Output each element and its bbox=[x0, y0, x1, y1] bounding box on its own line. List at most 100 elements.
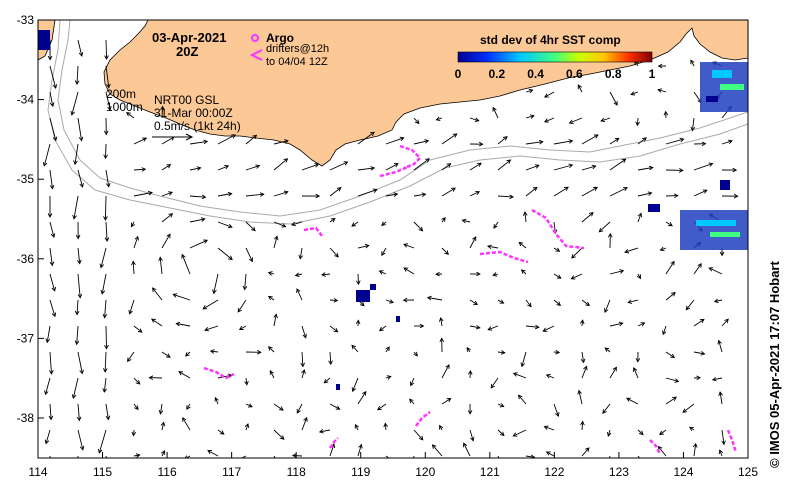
current-arrow bbox=[409, 398, 415, 405]
current-arrow bbox=[571, 273, 583, 280]
current-arrowhead bbox=[47, 55, 53, 61]
current-arrow bbox=[410, 377, 415, 386]
current-arrowhead bbox=[659, 246, 665, 252]
current-arrow bbox=[329, 218, 336, 223]
current-arrowhead bbox=[74, 340, 80, 346]
colorbar bbox=[457, 51, 653, 63]
current-arrowhead bbox=[45, 338, 51, 344]
current-arrowhead bbox=[267, 295, 273, 301]
current-arrow bbox=[72, 377, 79, 399]
current-arrow bbox=[352, 377, 359, 392]
current-arrowhead bbox=[446, 398, 452, 403]
current-arrowhead bbox=[435, 271, 440, 277]
current-arrowhead bbox=[323, 378, 329, 384]
current-arrowhead bbox=[74, 310, 80, 316]
current-arrow bbox=[693, 351, 705, 355]
current-arrowhead bbox=[593, 186, 599, 192]
current-arrowhead bbox=[333, 327, 339, 333]
current-arrow bbox=[104, 351, 107, 372]
current-arrow bbox=[273, 158, 288, 171]
current-arrow bbox=[189, 140, 208, 145]
colorbar-tick-label: 0 bbox=[455, 67, 462, 81]
current-arrowhead bbox=[538, 139, 544, 145]
current-arrowhead bbox=[438, 316, 444, 322]
current-arrow bbox=[105, 39, 108, 60]
current-arrow bbox=[237, 299, 247, 313]
current-arrowhead bbox=[141, 167, 147, 172]
current-arrowhead bbox=[409, 381, 415, 387]
current-arrow bbox=[497, 159, 511, 171]
current-arrowhead bbox=[231, 134, 237, 139]
current-arrow bbox=[77, 273, 81, 298]
current-arrowhead bbox=[252, 134, 258, 140]
current-arrow bbox=[719, 392, 723, 405]
current-arrow bbox=[76, 299, 79, 315]
current-arrowhead bbox=[386, 375, 392, 380]
current-arrow bbox=[161, 213, 173, 223]
current-arrowhead bbox=[233, 459, 237, 462]
current-arrowhead bbox=[568, 139, 574, 144]
current-arrow bbox=[665, 221, 673, 227]
current-arrowhead bbox=[509, 194, 515, 200]
current-arrowhead bbox=[78, 51, 84, 57]
current-arrowhead bbox=[52, 136, 58, 142]
colorbar-tick-label: 1 bbox=[649, 67, 656, 81]
current-arrowhead bbox=[618, 321, 624, 327]
current-arrow bbox=[581, 299, 590, 306]
current-arrow bbox=[413, 221, 423, 232]
x-tick-label: 122 bbox=[544, 465, 564, 479]
current-arrowhead bbox=[696, 375, 702, 381]
current-arrow bbox=[385, 455, 390, 458]
current-arrow bbox=[385, 346, 390, 353]
x-tick-label: 115 bbox=[93, 465, 112, 479]
current-arrow bbox=[71, 91, 79, 116]
current-arrow bbox=[608, 455, 611, 458]
current-arrow bbox=[553, 299, 561, 306]
current-arrowhead bbox=[131, 431, 137, 437]
current-arrowhead bbox=[532, 186, 538, 192]
current-arrowhead bbox=[44, 390, 49, 396]
current-arrow bbox=[133, 377, 141, 385]
current-arrowhead bbox=[79, 445, 85, 451]
current-arrow bbox=[245, 423, 249, 431]
current-arrow bbox=[721, 429, 725, 445]
current-arrow bbox=[637, 455, 641, 458]
current-arrow bbox=[637, 167, 653, 171]
current-arrowhead bbox=[579, 319, 585, 325]
current-arrowhead bbox=[409, 398, 414, 404]
current-arrowhead bbox=[472, 236, 477, 242]
current-arrow bbox=[49, 455, 51, 458]
current-arrowhead bbox=[351, 222, 357, 227]
current-arrow bbox=[693, 189, 708, 197]
current-arrow bbox=[714, 299, 723, 303]
current-arrowhead bbox=[378, 326, 384, 332]
current-arrowhead bbox=[283, 158, 289, 163]
current-arrow bbox=[351, 221, 359, 227]
current-arrow bbox=[159, 403, 163, 414]
current-arrow bbox=[693, 263, 702, 275]
current-arrow bbox=[126, 112, 135, 119]
current-arrowhead bbox=[175, 321, 181, 327]
current-arrowhead bbox=[613, 101, 618, 106]
current-arrow bbox=[296, 403, 303, 414]
current-arrowhead bbox=[542, 327, 548, 332]
current-arrow bbox=[719, 449, 723, 457]
current-arrowhead bbox=[718, 449, 724, 455]
current-arrow bbox=[301, 369, 305, 379]
current-arrowhead bbox=[724, 318, 729, 324]
current-arrowhead bbox=[103, 154, 108, 160]
current-arrowhead bbox=[657, 88, 663, 93]
product-date: 31-Mar 00:00Z bbox=[154, 106, 233, 120]
current-arrowhead bbox=[732, 167, 738, 173]
current-arrow bbox=[133, 137, 147, 145]
current-arrowhead bbox=[105, 182, 111, 188]
current-arrowhead bbox=[708, 267, 714, 272]
current-arrow bbox=[513, 372, 527, 379]
current-arrow bbox=[73, 195, 79, 219]
current-arrowhead bbox=[672, 396, 677, 402]
current-arrow bbox=[525, 115, 535, 119]
current-arrow bbox=[581, 366, 588, 379]
current-arrow bbox=[609, 91, 618, 106]
current-arrowhead bbox=[186, 405, 191, 410]
current-arrowhead bbox=[104, 237, 110, 243]
